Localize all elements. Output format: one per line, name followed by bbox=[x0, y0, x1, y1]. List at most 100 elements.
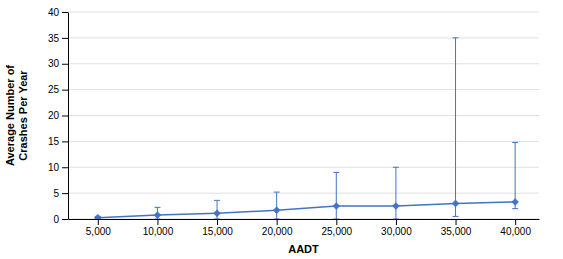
x-axis-tick-label: 20,000 bbox=[262, 226, 293, 237]
y-axis-tick: 10 bbox=[48, 162, 68, 173]
markers bbox=[94, 198, 518, 219]
y-axis-tick-mark bbox=[62, 167, 68, 168]
y-axis-tick-label: 0 bbox=[53, 214, 59, 225]
x-axis-tick-label: 30,000 bbox=[381, 226, 412, 237]
y-axis-tick-label: 40 bbox=[48, 7, 60, 18]
y-axis-tick: 20 bbox=[48, 110, 68, 121]
y-axis-tick-mark bbox=[62, 141, 68, 142]
y-axis-tick-label: 35 bbox=[48, 33, 60, 44]
x-axis-tick: 25,000 bbox=[321, 219, 352, 237]
y-axis-tick: 25 bbox=[48, 84, 68, 95]
y-axis-tick: 30 bbox=[48, 58, 68, 69]
point bbox=[273, 207, 280, 214]
y-axis-tick-mark bbox=[62, 12, 68, 13]
y-axis-tick-label: 15 bbox=[48, 136, 60, 147]
x-axis-tick-label: 5,000 bbox=[86, 226, 111, 237]
x-axis-tick-label: 25,000 bbox=[321, 226, 352, 237]
y-axis-tick: 40 bbox=[48, 7, 68, 18]
y-axis-tick-label: 20 bbox=[48, 110, 60, 121]
grid-line bbox=[68, 141, 539, 142]
x-axis-tick-mark bbox=[277, 219, 278, 225]
error-bar-cap-lower bbox=[333, 219, 339, 220]
y-axis-title-line: Crashes Per Year bbox=[17, 70, 29, 161]
x-axis-line bbox=[69, 219, 540, 220]
error-bar-cap-lower bbox=[453, 216, 459, 217]
x-axis-tick: 20,000 bbox=[262, 219, 293, 237]
y-axis-line bbox=[68, 13, 69, 220]
error-bar-cap-upper bbox=[512, 142, 518, 143]
grid-line bbox=[68, 89, 539, 90]
x-axis-tick-label: 35,000 bbox=[441, 226, 472, 237]
point bbox=[154, 212, 161, 219]
y-axis-tick-label: 5 bbox=[53, 188, 59, 199]
y-axis-tick-mark bbox=[62, 38, 68, 39]
y-axis-tick: 0 bbox=[53, 214, 68, 225]
x-axis-tick-label: 40,000 bbox=[500, 226, 531, 237]
error-bar-cap-upper bbox=[154, 207, 160, 208]
point bbox=[452, 200, 459, 207]
x-axis-tick: 30,000 bbox=[381, 219, 412, 237]
grid-line bbox=[68, 115, 539, 116]
error-bar-cap-upper bbox=[274, 192, 280, 193]
y-axis-tick-mark bbox=[62, 219, 68, 220]
error-bar bbox=[333, 172, 339, 219]
chart-svg: 5,000 10,000 15,000 20,000 25,000 30,000 35,00… bbox=[0, 0, 563, 259]
error-bar-cap-upper bbox=[393, 167, 399, 168]
error-bar-cap-lower bbox=[274, 219, 280, 220]
y-axis-title: Average Number ofCrashes Per Year bbox=[4, 65, 29, 166]
y-axis: 0 5 10 15 20 25 30 35 40 bbox=[48, 7, 69, 225]
grid-line bbox=[68, 219, 539, 220]
chart-container: 5,000 10,000 15,000 20,000 25,000 30,000 35,00… bbox=[0, 0, 563, 259]
error-bar bbox=[453, 38, 459, 217]
x-axis-tick-mark bbox=[396, 219, 397, 225]
error-bar-stem bbox=[395, 167, 396, 219]
point bbox=[214, 210, 221, 217]
point bbox=[333, 203, 340, 210]
error-bar-cap-lower bbox=[214, 219, 220, 220]
error-bar bbox=[154, 207, 160, 219]
y-axis-tick-label: 10 bbox=[48, 162, 60, 173]
error-bar-stem bbox=[455, 38, 456, 217]
y-axis-tick-mark bbox=[62, 90, 68, 91]
x-axis-tick-mark bbox=[456, 219, 457, 225]
y-axis-title-line: Average Number of bbox=[4, 65, 16, 166]
error-bars bbox=[95, 38, 518, 219]
point bbox=[94, 214, 101, 219]
x-axis-tick: 10,000 bbox=[143, 219, 174, 237]
error-bar-cap-lower bbox=[512, 208, 518, 209]
x-axis-title: AADT bbox=[288, 243, 319, 255]
x-axis-tick: 35,000 bbox=[441, 219, 472, 237]
x-axis-tick-mark bbox=[157, 219, 158, 225]
error-bar-cap-upper bbox=[214, 200, 220, 201]
error-bar-cap-upper bbox=[333, 172, 339, 173]
x-axis-tick: 40,000 bbox=[500, 219, 531, 237]
error-bar bbox=[393, 167, 399, 219]
y-axis-tick: 15 bbox=[48, 136, 68, 147]
error-bar-cap-upper bbox=[453, 37, 459, 38]
x-axis-tick: 15,000 bbox=[202, 219, 233, 237]
grid-line bbox=[68, 167, 539, 168]
marks bbox=[94, 38, 518, 219]
point bbox=[392, 203, 399, 210]
grid-line bbox=[68, 63, 539, 64]
error-bar-stem bbox=[276, 192, 277, 219]
x-axis-tick-label: 15,000 bbox=[202, 226, 233, 237]
y-axis-tick: 5 bbox=[53, 188, 68, 199]
grid bbox=[68, 12, 539, 219]
error-bar bbox=[274, 192, 280, 219]
error-bar bbox=[214, 200, 220, 219]
y-axis-tick-mark bbox=[62, 193, 68, 194]
x-axis-tick-mark bbox=[336, 219, 337, 225]
error-bar-stem bbox=[336, 172, 337, 219]
x-axis-tick-mark bbox=[515, 219, 516, 225]
y-axis-tick-mark bbox=[62, 64, 68, 65]
x-axis-tick: 5,000 bbox=[86, 219, 111, 237]
y-axis-tick-label: 30 bbox=[48, 58, 60, 69]
x-axis: 5,000 10,000 15,000 20,000 25,000 30,000 35,00… bbox=[69, 219, 540, 237]
grid-line bbox=[68, 12, 539, 13]
grid-line bbox=[68, 37, 539, 38]
error-bar bbox=[512, 142, 518, 208]
y-axis-tick-mark bbox=[62, 116, 68, 117]
point bbox=[512, 198, 519, 205]
grid-line bbox=[68, 193, 539, 194]
